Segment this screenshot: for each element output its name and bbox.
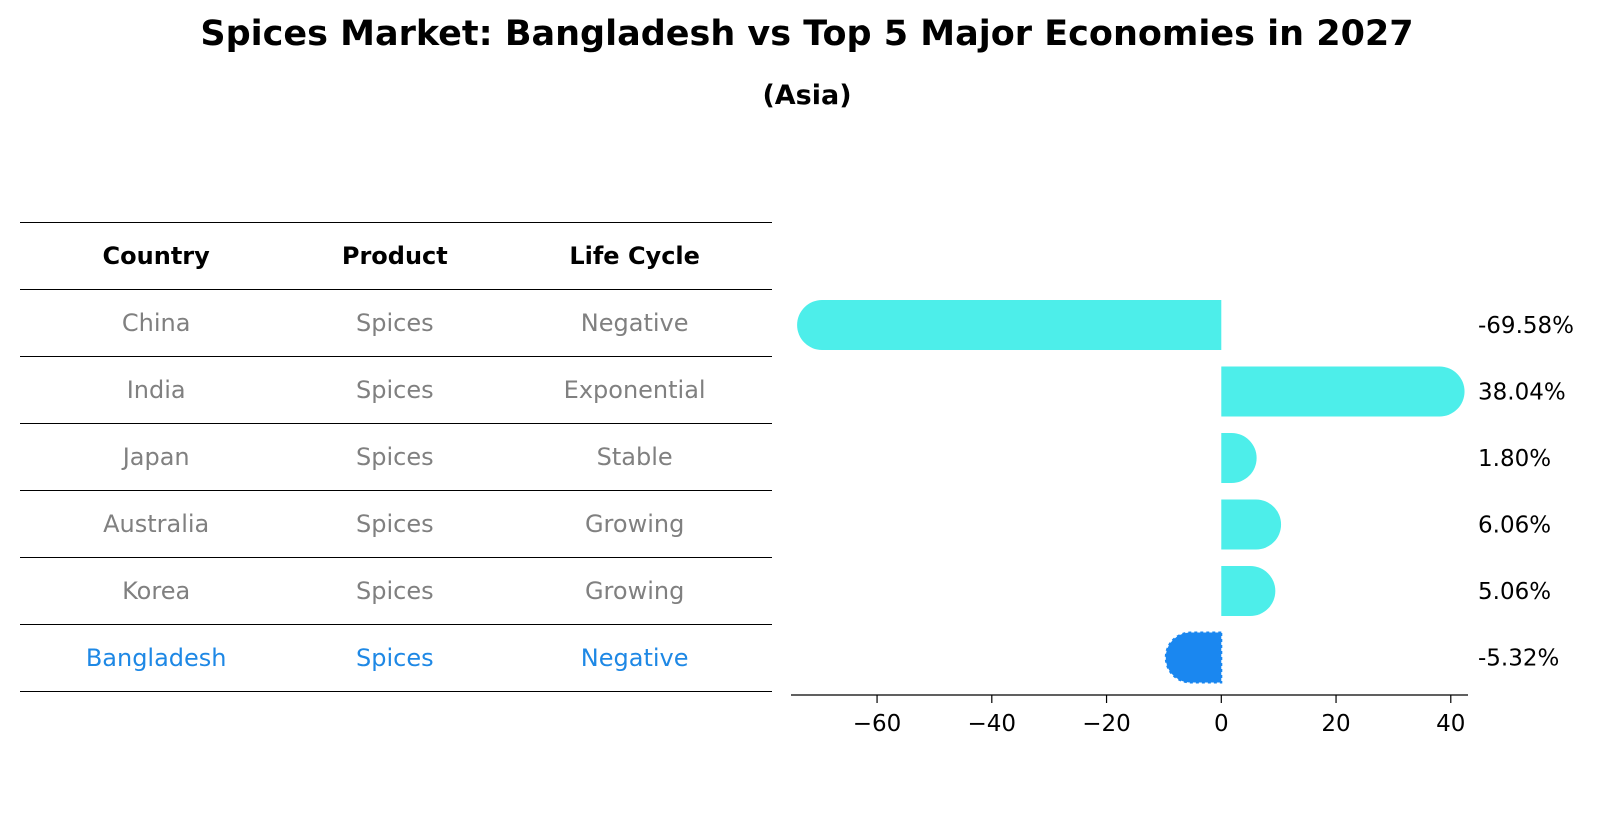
chart-subtitle: (Asia) <box>762 80 852 111</box>
x-tick-label: −40 <box>968 711 1017 737</box>
table-row-highlight: Bangladesh Spices Negative <box>20 624 772 692</box>
bar-india <box>1221 366 1465 417</box>
table-row: Australia Spices Growing <box>20 490 772 558</box>
table-row: Japan Spices Stable <box>20 423 772 491</box>
cell-country: Korea <box>20 557 293 625</box>
bar-japan <box>1221 433 1257 483</box>
value-label-bangladesh: -5.32% <box>1478 646 1559 672</box>
cell-life-cycle: Exponential <box>497 356 772 424</box>
x-tick-label: 20 <box>1321 711 1350 737</box>
x-tick-label: 40 <box>1436 711 1465 737</box>
cell-country: India <box>20 356 293 424</box>
value-label-australia: 6.06% <box>1478 513 1551 539</box>
header-country: Country <box>20 222 293 290</box>
cell-country: Australia <box>20 490 293 558</box>
bar-australia <box>1221 499 1282 550</box>
cell-product: Spices <box>292 289 498 357</box>
x-tick-label: 0 <box>1214 711 1229 737</box>
value-label-korea: 5.06% <box>1478 579 1551 605</box>
cell-product: Spices <box>292 423 498 491</box>
cell-life-cycle: Negative <box>497 624 772 692</box>
table-row: Korea Spices Growing <box>20 557 772 625</box>
x-tick-label: −20 <box>1082 711 1131 737</box>
header-product: Product <box>292 222 498 290</box>
life-cycle-table: Country Product Life Cycle China Spices … <box>20 222 772 692</box>
cell-country: Japan <box>20 423 293 491</box>
bar-bangladesh <box>1164 631 1223 684</box>
cell-product: Spices <box>292 557 498 625</box>
bar-china <box>797 300 1222 350</box>
cell-product: Spices <box>292 490 498 558</box>
cell-life-cycle: Growing <box>497 557 772 625</box>
cell-life-cycle: Stable <box>497 423 772 491</box>
table-row: India Spices Exponential <box>20 356 772 424</box>
bar-korea <box>1221 566 1276 616</box>
cell-life-cycle: Growing <box>497 490 772 558</box>
value-label-china: -69.58% <box>1478 313 1574 339</box>
x-tick-label: −60 <box>853 711 902 737</box>
cell-country: Bangladesh <box>20 624 293 692</box>
cell-product: Spices <box>292 624 498 692</box>
table-row: China Spices Negative <box>20 289 772 357</box>
cell-product: Spices <box>292 356 498 424</box>
value-label-india: 38.04% <box>1478 380 1566 406</box>
cell-country: China <box>20 289 293 357</box>
table-header-row: Country Product Life Cycle <box>20 222 772 290</box>
header-life-cycle: Life Cycle <box>497 222 772 290</box>
cell-life-cycle: Negative <box>497 289 772 357</box>
chart-title: Spices Market: Bangladesh vs Top 5 Major… <box>200 14 1414 54</box>
value-label-japan: 1.80% <box>1478 446 1551 472</box>
